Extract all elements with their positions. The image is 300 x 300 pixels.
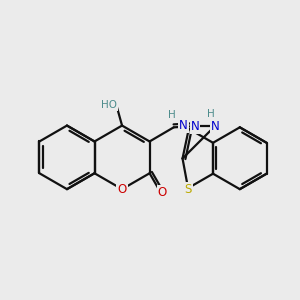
Text: H: H xyxy=(168,110,176,120)
Text: N: N xyxy=(179,119,188,132)
Text: O: O xyxy=(117,183,127,196)
Text: HO: HO xyxy=(101,100,117,110)
Text: S: S xyxy=(184,183,192,196)
Text: H: H xyxy=(207,109,214,119)
Text: N: N xyxy=(211,120,219,133)
Text: O: O xyxy=(158,186,167,199)
Text: N: N xyxy=(190,120,199,133)
